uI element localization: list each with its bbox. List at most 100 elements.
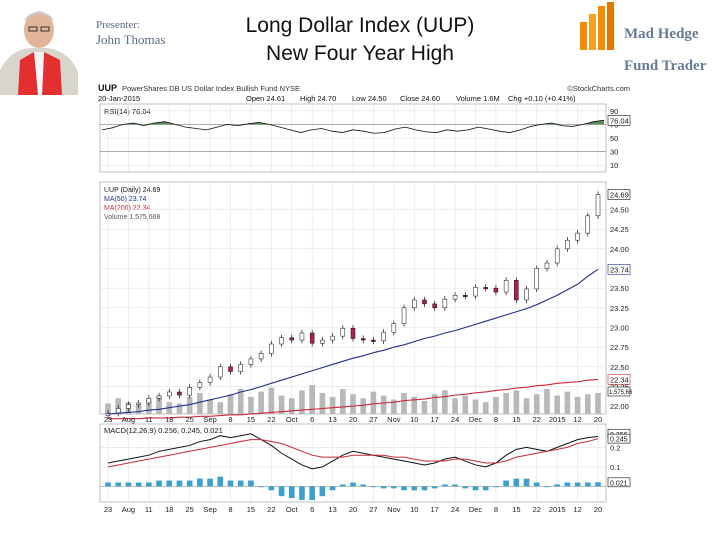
volume-bar [452, 398, 458, 414]
macd-histogram-bar [574, 482, 581, 487]
rsi-y-tick-label: 90 [610, 107, 618, 116]
volume-bar [513, 390, 520, 414]
rsi-line [101, 119, 605, 134]
price-y-tick-label: 22.50 [610, 363, 629, 372]
x-tick-label-price: 22 [267, 415, 275, 424]
candle-body [401, 307, 407, 324]
chart-source: ©StockCharts.com [567, 84, 630, 93]
presenter-label: Presenter: [96, 19, 140, 31]
macd-histogram-bar [472, 486, 479, 491]
x-tick-label-price: 20 [594, 415, 602, 424]
candle-body [483, 287, 488, 290]
candle-body [534, 268, 539, 290]
volume-bar [278, 395, 285, 414]
x-tick-label-macd: 20 [349, 505, 357, 514]
macd-histogram-bar [380, 486, 387, 489]
x-tick-label-price: 6 [310, 415, 314, 424]
macd-histogram-bar [431, 486, 438, 489]
x-tick-label-macd: 15 [247, 505, 255, 514]
macd-histogram-bar [309, 486, 315, 501]
volume-bar [146, 399, 152, 414]
volume-bar [431, 394, 438, 414]
macd-histogram-bar [584, 482, 591, 487]
volume-bar [482, 402, 489, 414]
chart-ticker: UUP [98, 83, 117, 93]
brand-name: Mad Hedge Fund Trader [624, 10, 706, 90]
volume-bar [391, 399, 397, 414]
macd-histogram-bar [595, 482, 601, 487]
candle-body [207, 376, 213, 383]
macd-histogram-bar [217, 476, 224, 487]
macd-histogram-bar [493, 486, 499, 488]
rsi-last-value-box [607, 115, 631, 126]
macd-histogram-bar [513, 478, 520, 487]
x-tick-label-price: 2015 [549, 415, 566, 424]
price-y-tick-label: 23.50 [610, 284, 629, 293]
candle-body [463, 294, 468, 297]
brand-logo: Mad Hedge Fund Trader [578, 0, 720, 74]
volume-bar [186, 396, 193, 414]
candle-body [360, 338, 366, 341]
candle-body [473, 287, 478, 297]
candle-body [299, 332, 305, 341]
x-tick-label-macd: 6 [310, 505, 314, 514]
x-tick-label-macd: 2015 [549, 505, 566, 514]
x-tick-label-price: 12 [573, 415, 581, 424]
ma200-value: 22.34 [610, 375, 629, 384]
macd-histogram-bar [533, 482, 540, 487]
x-tick-label-price: 13 [328, 415, 336, 424]
macd-histogram-bar [482, 486, 489, 491]
x-tick-label-price: 15 [512, 415, 520, 424]
x-tick-label-macd: Aug [122, 505, 135, 514]
candle-body [289, 337, 294, 341]
volume-bar [554, 395, 560, 414]
candle-body [544, 262, 550, 269]
signal-value: 0.245 [610, 437, 628, 444]
macd-histogram-bar [227, 480, 234, 487]
candle-body [391, 323, 397, 333]
x-tick-label-price: Oct [286, 415, 299, 424]
x-tick-label-macd: Oct [286, 505, 299, 514]
macd-histogram-bar [442, 484, 448, 487]
macd-histogram-bar [237, 480, 244, 487]
slide-title: Long Dollar Index (UUP) New Four Year Hi… [190, 12, 530, 68]
volume-bar [564, 391, 571, 414]
ma50-value-box [607, 263, 631, 275]
macd-histogram-bar [166, 480, 173, 487]
candle-body [554, 248, 560, 264]
macd-histogram-bar [176, 480, 183, 487]
macd-histogram-bar [156, 480, 162, 487]
signal-line [107, 438, 599, 468]
volume-bar [237, 389, 244, 414]
volume-bar [217, 402, 224, 414]
candle-body [422, 299, 427, 305]
macd-histogram-bar [503, 480, 509, 487]
macd-histogram-bar [278, 486, 285, 497]
volume-bar [360, 398, 367, 414]
volume-bar [421, 400, 428, 414]
x-tick-label-macd: 18 [165, 505, 173, 514]
x-tick-label-price: Dec [469, 415, 483, 424]
brand-bars-icon [580, 2, 614, 50]
x-tick-label-macd: 11 [145, 505, 153, 514]
ma50-value: 23.74 [610, 265, 629, 274]
presenter-block: Presenter: John Thomas [0, 0, 180, 95]
chart-low: Low 24.50 [352, 94, 387, 103]
macd-series [105, 433, 601, 501]
volume-bar [156, 395, 162, 414]
candle-body [524, 288, 529, 301]
histogram-value-box [607, 477, 631, 488]
volume-bar [584, 394, 591, 414]
x-tick-label-price: 23 [104, 415, 112, 424]
volume-bar [319, 392, 326, 414]
candle-body [412, 299, 417, 309]
x-tick-label-macd: 22 [267, 505, 275, 514]
macd-histogram-bar [339, 484, 346, 487]
ma200-line [108, 378, 599, 420]
x-tick-label-price: 20 [349, 415, 357, 424]
stock-chart-svg: UUP PowerShares DB US Dollar Index Bulli… [98, 83, 632, 514]
chart-high: High 24.70 [300, 94, 336, 103]
candle-body [514, 280, 519, 301]
volume-bar [380, 395, 387, 414]
macd-histogram-bar [360, 484, 367, 487]
